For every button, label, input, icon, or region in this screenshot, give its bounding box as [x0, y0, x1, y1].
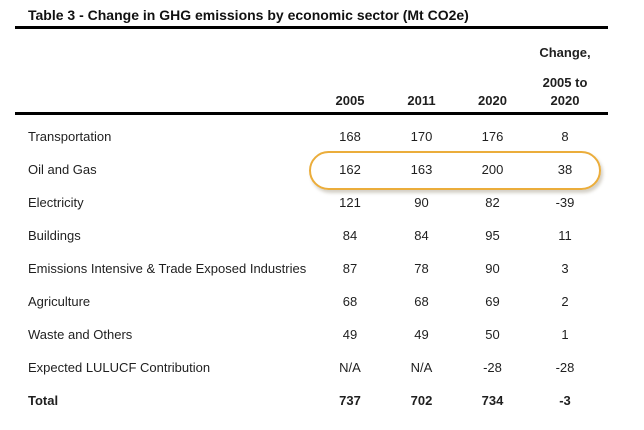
table-row-transportation: Transportation 168 170 176 8	[0, 120, 603, 153]
row-label: Agriculture	[28, 294, 91, 309]
table-row-total: Total 737 702 734 -3	[0, 384, 603, 417]
cell-change: 1	[561, 327, 569, 342]
col-header-2011: 2011	[407, 93, 436, 108]
row-label: Total	[28, 393, 59, 408]
cell-2020: 200	[481, 162, 504, 177]
col-header-2005: 2005	[335, 93, 365, 108]
table-row-lulucf: Expected LULUCF Contribution N/A N/A -28…	[0, 351, 603, 384]
row-label: Buildings	[28, 228, 81, 243]
cell-2005: 49	[342, 327, 358, 342]
cell-change: -3	[559, 393, 571, 408]
cell-change: 38	[557, 162, 573, 177]
cell-2020: 69	[485, 294, 500, 309]
cell-change: 3	[561, 261, 569, 276]
cell-2011: 68	[414, 294, 429, 309]
row-label: Oil and Gas	[28, 162, 97, 177]
table-title: Table 3 - Change in GHG emissions by eco…	[28, 7, 469, 23]
cell-2020: 734	[481, 393, 504, 408]
cell-2005: 737	[339, 393, 361, 408]
col-header-change-line1: Change,	[539, 45, 591, 60]
cell-2011: 78	[414, 261, 429, 276]
table-row-oil-and-gas: Oil and Gas 162 163 200 38	[0, 153, 603, 186]
col-header-change-line2: 2005 to	[542, 75, 588, 90]
cell-change: -39	[555, 195, 575, 210]
cell-2011: 84	[414, 228, 429, 243]
cell-2020: 90	[485, 261, 500, 276]
cell-2005: 68	[342, 294, 358, 309]
cell-2011: 170	[410, 129, 433, 144]
cell-2011: N/A	[410, 360, 433, 375]
row-label: Transportation	[28, 129, 112, 144]
cell-2011: 163	[410, 162, 433, 177]
col-header-change-line3: 2020	[550, 93, 580, 108]
header-underline	[15, 112, 608, 115]
cell-change: 2	[561, 294, 569, 309]
table-row-buildings: Buildings 84 84 95 11	[0, 219, 603, 252]
title-underline	[15, 26, 608, 29]
column-headers: 2005 2011 2020 2020	[0, 93, 603, 108]
table-row-waste-and-others: Waste and Others 49 49 50 1	[0, 318, 603, 351]
row-label: Expected LULUCF Contribution	[28, 360, 211, 375]
cell-2005: 162	[339, 162, 361, 177]
table-row-emissions-intensive-industries: Emissions Intensive & Trade Exposed Indu…	[0, 252, 603, 285]
cell-2011: 702	[410, 393, 433, 408]
table-body: Transportation 168 170 176 8 Oil and Gas…	[0, 120, 603, 417]
cell-2020: 95	[485, 228, 500, 243]
cell-2011: 49	[414, 327, 429, 342]
row-label: Emissions Intensive & Trade Exposed Indu…	[28, 261, 307, 276]
col-header-2020: 2020	[478, 93, 507, 108]
cell-2005: 84	[342, 228, 358, 243]
cell-2005: 87	[342, 261, 358, 276]
cell-2020: -28	[483, 360, 502, 375]
table-row-electricity: Electricity 121 90 82 -39	[0, 186, 603, 219]
cell-2005: N/A	[339, 360, 361, 375]
table-row-agriculture: Agriculture 68 68 69 2	[0, 285, 603, 318]
cell-2020: 82	[485, 195, 500, 210]
cell-change: 11	[558, 228, 572, 243]
cell-change: -28	[555, 360, 575, 375]
row-label: Electricity	[28, 195, 84, 210]
cell-2005: 168	[339, 129, 361, 144]
cell-2020: 176	[481, 129, 504, 144]
cell-change: 8	[561, 129, 569, 144]
cell-2011: 90	[414, 195, 429, 210]
cell-2005: 121	[339, 195, 361, 210]
cell-2020: 50	[485, 327, 500, 342]
row-label: Waste and Others	[28, 327, 133, 342]
